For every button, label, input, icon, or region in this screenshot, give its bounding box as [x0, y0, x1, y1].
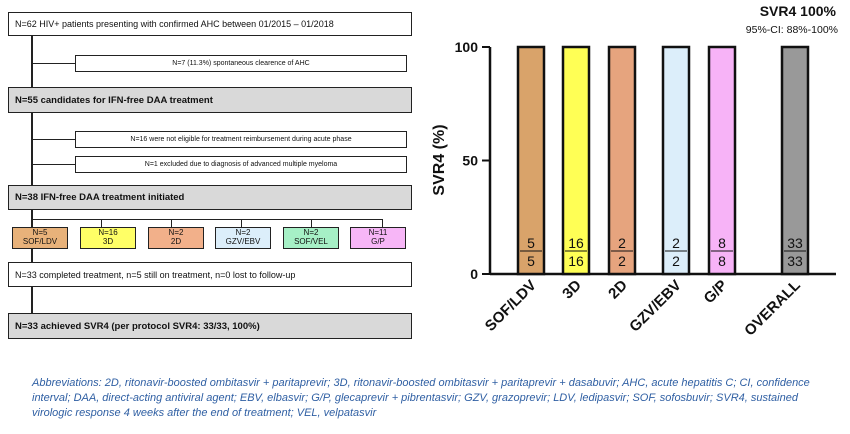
- bar-fraction-denominator: 5: [527, 253, 535, 269]
- bar: [661, 45, 691, 276]
- flow-box-excluded-myeloma-text: N=1 excluded due to diagnosis of advance…: [144, 161, 338, 168]
- regimen-name: 3D: [102, 237, 114, 246]
- regimen-name: SOF/VEL: [294, 237, 328, 246]
- y-tick-label: 50: [462, 153, 478, 169]
- regimen-n: N=11: [368, 228, 388, 238]
- regimen-n: N=2: [235, 228, 251, 238]
- flow-regimen-tick-4: [241, 219, 242, 227]
- regimen-n: N=2: [303, 228, 319, 238]
- flow-box-candidates: N=55 candidates for IFN-free DAA treatme…: [8, 87, 412, 113]
- flow-connector-1: [31, 63, 75, 64]
- x-category-label: GZV/EBV: [626, 277, 685, 336]
- x-category-label: OVERALL: [741, 277, 804, 340]
- bar-fraction-denominator: 16: [568, 253, 584, 269]
- flow-box-achieved-svr4-text: N=33 achieved SVR4 (per protocol SVR4: 3…: [15, 320, 260, 332]
- bar: [780, 45, 810, 276]
- flow-box-total-patients: N=62 HIV+ patients presenting with confi…: [8, 12, 412, 36]
- flow-box-excluded-myeloma: N=1 excluded due to diagnosis of advance…: [75, 156, 407, 173]
- regimen-name: GZV/EBV: [225, 237, 261, 246]
- flow-connector-3: [31, 164, 75, 165]
- x-category-label: G/P: [701, 277, 731, 307]
- bar-fraction-numerator: 16: [568, 235, 584, 251]
- regimen-box-gzv-ebv: N=2 GZV/EBV: [215, 227, 271, 249]
- flow-regimen-branch-line: [31, 219, 383, 220]
- bar-fraction-numerator: 2: [618, 235, 626, 251]
- flow-box-not-eligible: N=16 were not eligible for treatment rei…: [75, 131, 407, 148]
- flow-box-candidates-text: N=55 candidates for IFN-free DAA treatme…: [15, 94, 213, 106]
- flow-box-spontaneous-clearance-text: N=7 (11.3%) spontaneous clearence of AHC: [172, 60, 310, 67]
- bar-fraction-denominator: 33: [787, 253, 803, 269]
- bar-fraction-denominator: 2: [672, 253, 680, 269]
- flow-box-completed-treatment: N=33 completed treatment, n=5 still on t…: [8, 262, 412, 287]
- flow-spine-line: [31, 36, 33, 313]
- flow-box-achieved-svr4: N=33 achieved SVR4 (per protocol SVR4: 3…: [8, 313, 412, 339]
- flow-regimen-tick-5: [311, 219, 312, 227]
- flow-box-treatment-initiated: N=38 IFN-free DAA treatment initiated: [8, 185, 412, 210]
- bar-fraction-numerator: 5: [527, 235, 535, 251]
- bar: [607, 45, 637, 276]
- x-category-label: SOF/LDV: [482, 277, 540, 335]
- regimen-box-2d: N=2 2D: [148, 227, 204, 249]
- abbreviations-footnote: Abbreviations: 2D, ritonavir-boosted omb…: [32, 377, 810, 419]
- regimen-box-g-p: N=11 G/P: [350, 227, 406, 249]
- regimen-n: N=2: [168, 228, 184, 238]
- bar-fraction-denominator: 8: [718, 253, 726, 269]
- regimen-name: SOF/LDV: [22, 237, 58, 246]
- regimen-name: G/P: [371, 237, 385, 246]
- flow-regimen-tick-3: [171, 219, 172, 227]
- flow-regimen-tick-2: [101, 219, 102, 227]
- regimen-n: N=5: [32, 228, 48, 238]
- regimen-n: N=16: [98, 228, 118, 238]
- x-category-label: 2D: [605, 277, 631, 303]
- y-tick-label: 0: [470, 266, 478, 282]
- flow-regimen-tick-6: [382, 219, 383, 227]
- x-category-label: 3D: [559, 277, 585, 303]
- bar: [561, 45, 591, 276]
- regimen-box-sof-ldv: N=5 SOF/LDV: [12, 227, 68, 249]
- regimen-name: 2D: [170, 237, 182, 246]
- regimen-box-3d: N=16 3D: [80, 227, 136, 249]
- bar: [707, 45, 737, 276]
- flow-box-completed-treatment-text: N=33 completed treatment, n=5 still on t…: [15, 269, 296, 280]
- flow-connector-2: [31, 139, 75, 140]
- regimen-box-sof-vel: N=2 SOF/VEL: [283, 227, 339, 249]
- chart-title: SVR4 100%: [760, 3, 837, 19]
- flow-box-total-patients-text: N=62 HIV+ patients presenting with confi…: [15, 19, 334, 29]
- bar-fraction-numerator: 33: [787, 235, 803, 251]
- flow-box-spontaneous-clearance: N=7 (11.3%) spontaneous clearence of AHC: [75, 55, 407, 72]
- bar-fraction-numerator: 8: [718, 235, 726, 251]
- flow-box-treatment-initiated-text: N=38 IFN-free DAA treatment initiated: [15, 192, 185, 203]
- y-tick-label: 100: [455, 39, 479, 55]
- flow-box-not-eligible-text: N=16 were not eligible for treatment rei…: [130, 136, 352, 143]
- y-axis-label: SVR4 (%): [431, 124, 448, 195]
- chart-subtitle: 95%-CI: 88%-100%: [746, 24, 838, 36]
- bar-fraction-numerator: 2: [672, 235, 680, 251]
- bar-fraction-denominator: 2: [618, 253, 626, 269]
- bar: [516, 45, 546, 276]
